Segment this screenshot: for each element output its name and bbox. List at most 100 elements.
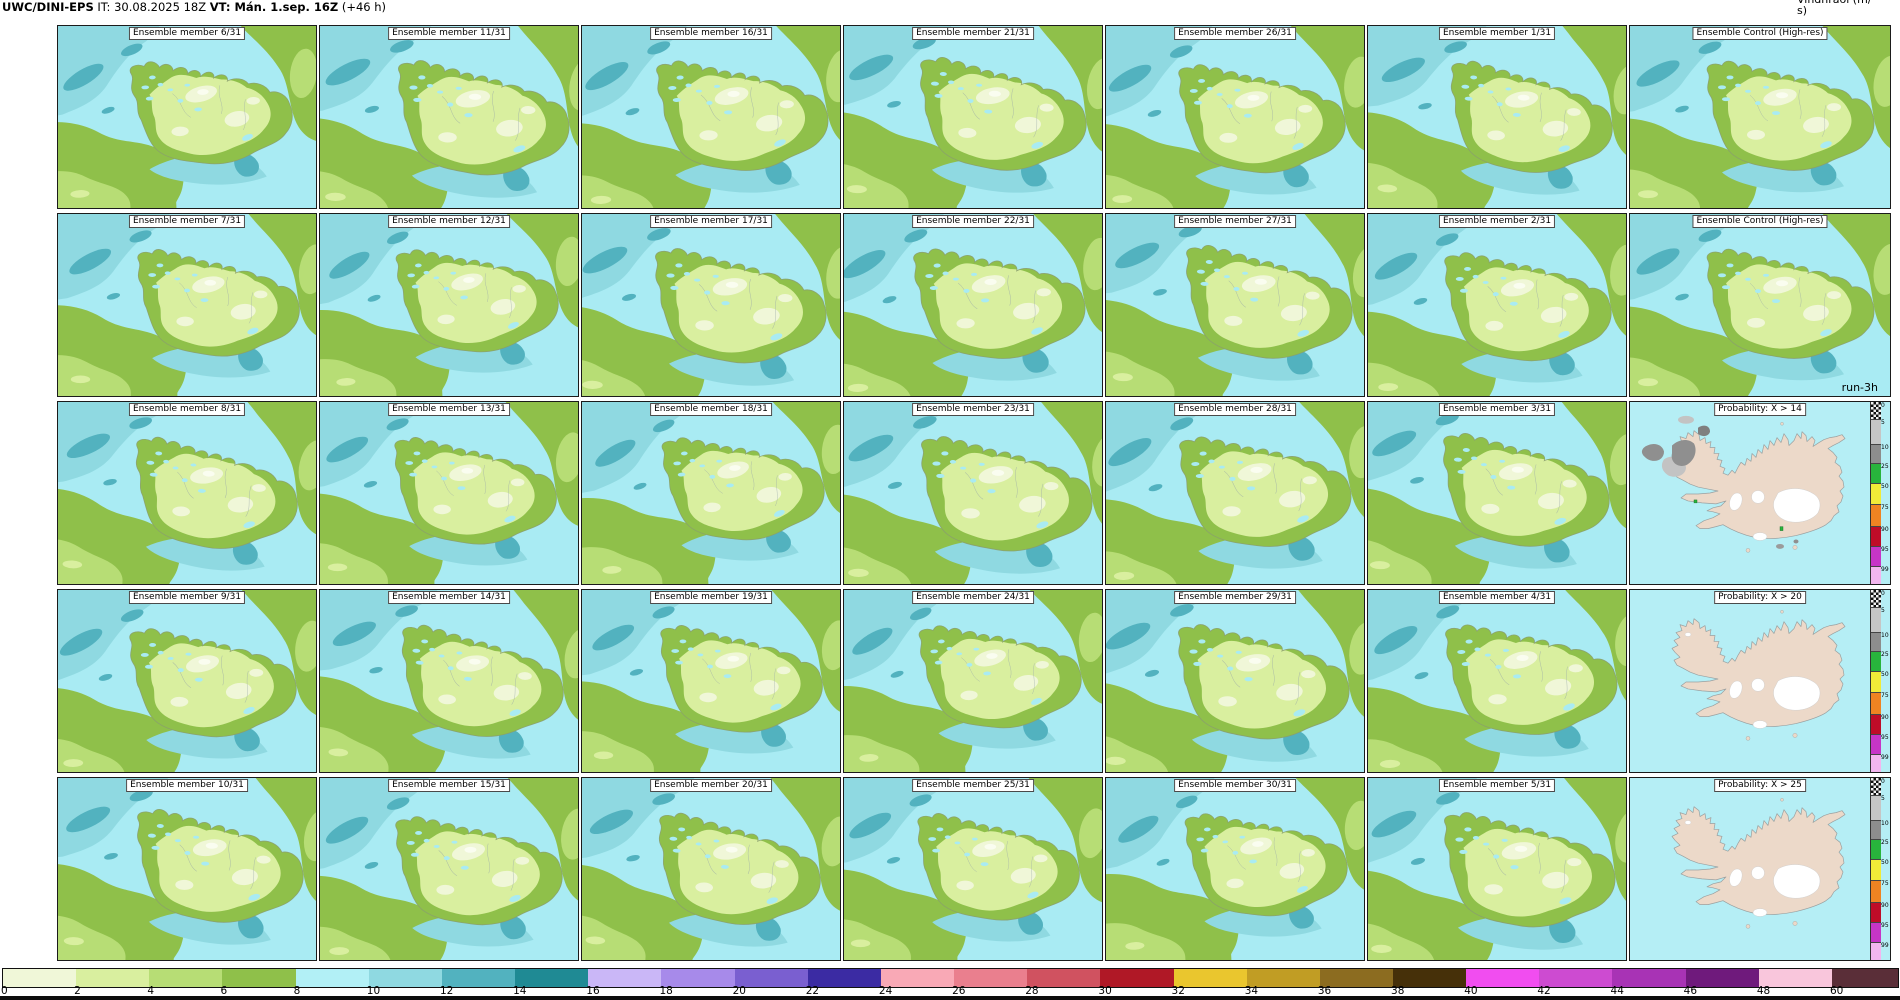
wind-colorbar-segment [3, 969, 77, 987]
panel-label: Ensemble member 1/31 [1438, 27, 1556, 40]
wind-map [1106, 778, 1364, 960]
probability-colorbar [1870, 778, 1881, 960]
panel-ensemble-member-16-31-r1: Ensemble member 16/31 [581, 25, 841, 209]
panel-probability-x-20-r4: 0 5 10 25 50 75 90 95 99 Probability: X > 20 [1629, 589, 1891, 773]
wind-colorbar-tick: 22 [805, 985, 820, 997]
panel-ensemble-member-21-31-r1: Ensemble member 21/31 [843, 25, 1103, 209]
probability-colorbar-tick: 25 [1881, 463, 1889, 470]
wind-colorbar-tick: 28 [1025, 985, 1039, 997]
probability-colorbar [1870, 402, 1881, 584]
panel-label: Ensemble member 26/31 [1174, 27, 1296, 40]
wind-colorbar-segment [1100, 969, 1174, 987]
panel-ensemble-member-29-31-r4: Ensemble member 29/31 [1105, 589, 1365, 773]
panel-label: Ensemble member 11/31 [388, 27, 510, 40]
panel-ensemble-member-22-31-r2: Ensemble member 22/31 [843, 213, 1103, 397]
wind-map [58, 778, 316, 960]
wind-map [582, 214, 840, 396]
wind-colorbar-tick: 26 [952, 985, 966, 997]
panel-ensemble-member-24-31-r4: Ensemble member 24/31 [843, 589, 1103, 773]
wind-map [844, 402, 1102, 584]
probability-colorbar-tick: 0 [1881, 590, 1885, 597]
probability-colorbar-segment [1871, 547, 1881, 567]
probability-colorbar-segment [1871, 633, 1881, 652]
panel-grid: Ensemble member 6/31 Ensemble member 11/3… [57, 25, 1891, 961]
panel-ensemble-member-18-31-r3: Ensemble member 18/31 [581, 401, 841, 585]
panel-ensemble-member-1-31-r1: Ensemble member 1/31 [1367, 25, 1627, 209]
wind-colorbar-segment [1612, 969, 1686, 987]
wind-map [58, 402, 316, 584]
header-segment: (+46 h) [338, 0, 387, 14]
panel-ensemble-member-4-31-r4: Ensemble member 4/31 [1367, 589, 1627, 773]
probability-colorbar-tick: 90 [1881, 714, 1889, 721]
wind-colorbar-segment [1319, 969, 1393, 987]
panel-label: Ensemble member 17/31 [650, 215, 772, 228]
wind-colorbar-segment [295, 969, 369, 987]
wind-colorbar-tick: 16 [586, 985, 600, 997]
panel-ensemble-member-27-31-r2: Ensemble member 27/31 [1105, 213, 1365, 397]
probability-colorbar-segment [1871, 608, 1881, 633]
panel-label: Ensemble member 28/31 [1174, 403, 1296, 416]
wind-colorbar-segment [368, 969, 442, 987]
wind-colorbar-segment [880, 969, 955, 987]
panel-label: Ensemble member 4/31 [1438, 591, 1556, 604]
wind-colorbar-segment [1246, 969, 1320, 987]
probability-colorbar-tick: 99 [1881, 566, 1889, 573]
probability-colorbar-tick: 90 [1881, 902, 1889, 909]
wind-map [582, 778, 840, 960]
unit-label-line1: Vindhraði (m/ [1797, 0, 1899, 5]
panel-ensemble-member-19-31-r4: Ensemble member 19/31 [581, 589, 841, 773]
probability-colorbar-segment [1871, 420, 1881, 445]
probability-colorbar-segment [1871, 567, 1881, 584]
panel-label: Ensemble member 15/31 [388, 779, 510, 792]
wind-map [844, 214, 1102, 396]
wind-map [320, 402, 578, 584]
probability-colorbar-tick: 5 [1881, 795, 1885, 802]
wind-colorbar-tick: 42 [1537, 985, 1551, 997]
probability-colorbar-tick: 0 [1881, 778, 1885, 785]
panel-label: Ensemble member 24/31 [912, 591, 1034, 604]
probability-colorbar-tick: 95 [1881, 734, 1889, 741]
panel-label: Ensemble member 7/31 [128, 215, 246, 228]
wind-colorbar-segment [1758, 969, 1832, 987]
panel-ensemble-member-14-31-r4: Ensemble member 14/31 [319, 589, 579, 773]
panel-label: Ensemble member 9/31 [128, 591, 246, 604]
probability-colorbar-segment [1871, 860, 1881, 881]
probability-colorbar-segment [1871, 821, 1881, 840]
wind-colorbar-segment [588, 969, 662, 987]
wind-colorbar-segment [1685, 969, 1759, 987]
wind-colorbar-segment [734, 969, 808, 987]
probability-map [1630, 590, 1890, 772]
panel-label: Ensemble member 22/31 [912, 215, 1034, 228]
probability-colorbar-tick: 5 [1881, 607, 1885, 614]
panel-ensemble-member-8-31-r3: Ensemble member 8/31 [57, 401, 317, 585]
wind-map [1368, 26, 1626, 208]
panel-ensemble-member-7-31-r2: Ensemble member 7/31 [57, 213, 317, 397]
probability-colorbar-tick: 25 [1881, 651, 1889, 658]
probability-colorbar-segment [1871, 796, 1881, 821]
wind-map [1106, 214, 1364, 396]
wind-colorbar-tick: 36 [1317, 985, 1332, 997]
panel-ensemble-member-17-31-r2: Ensemble member 17/31 [581, 213, 841, 397]
panel-label: Ensemble member 21/31 [912, 27, 1034, 40]
wind-colorbar [2, 968, 1899, 988]
panel-label: Ensemble member 10/31 [126, 779, 248, 792]
wind-colorbar-tick: 6 [220, 985, 228, 997]
probability-colorbar-tick: 75 [1881, 692, 1889, 699]
wind-map [844, 590, 1102, 772]
wind-colorbar-tick: 14 [513, 985, 527, 997]
panel-probability-x-25-r5: 0 5 10 25 50 75 90 95 99 Probability: X > 25 [1629, 777, 1891, 961]
panel-label: Ensemble member 2/31 [1438, 215, 1556, 228]
wind-colorbar-segment [1392, 969, 1467, 987]
panel-ensemble-member-30-31-r5: Ensemble member 30/31 [1105, 777, 1365, 961]
wind-colorbar-segment [807, 969, 881, 987]
wind-map [1106, 590, 1364, 772]
panel-label: Ensemble member 13/31 [388, 403, 510, 416]
unit-label: Vindhraði (m/ s) [1797, 0, 1899, 16]
wind-map [58, 26, 316, 208]
wind-colorbar-tick: 34 [1244, 985, 1259, 997]
header-title: UWC/DINI-EPS IT: 30.08.2025 18Z VT: Mán.… [2, 1, 386, 14]
panel-label: Ensemble member 16/31 [650, 27, 772, 40]
wind-colorbar-tick: 38 [1391, 985, 1405, 997]
panel-label: Ensemble member 30/31 [1174, 779, 1296, 792]
wind-colorbar-segment [1831, 969, 1898, 987]
